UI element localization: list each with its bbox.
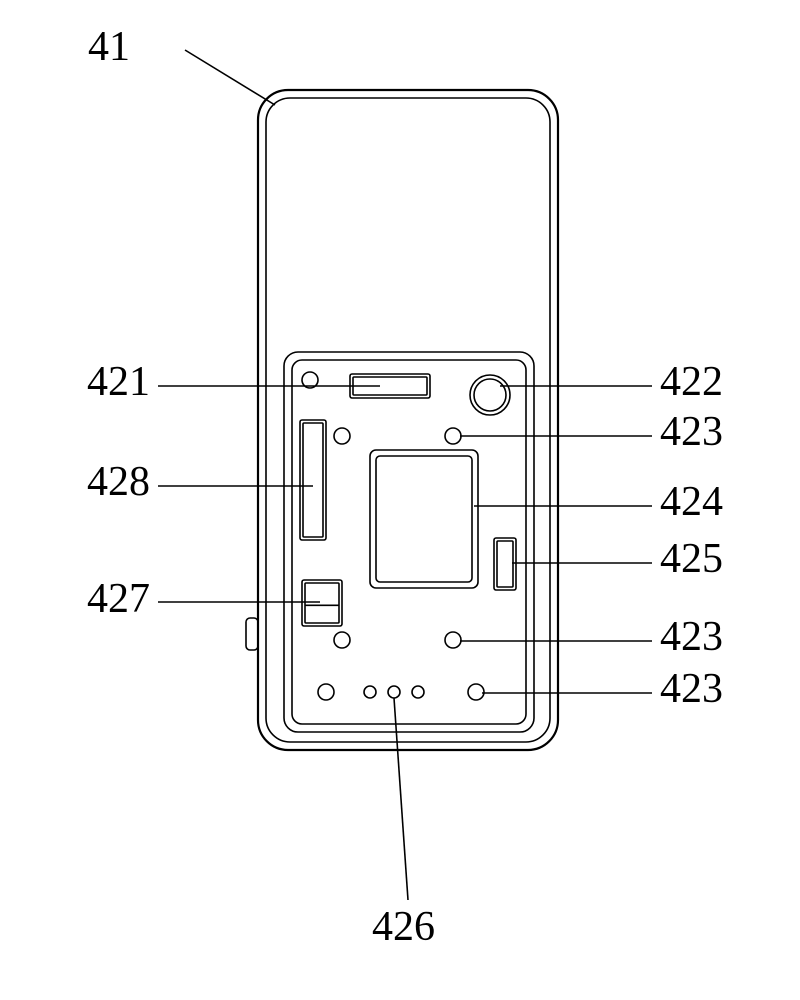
label-423: 423 xyxy=(660,666,723,712)
callout-labels: 41421428427422423424425423423426 xyxy=(87,24,723,950)
label-41: 41 xyxy=(88,24,130,70)
side-port xyxy=(246,618,258,650)
technical-diagram: 41421428427422423424425423423426 xyxy=(0,0,800,1000)
component-427 xyxy=(302,580,342,626)
screw-hole-423 xyxy=(445,632,461,648)
screw-hole-423 xyxy=(445,428,461,444)
label-425: 425 xyxy=(660,536,723,582)
label-424: 424 xyxy=(660,479,723,525)
screw-hole-423 xyxy=(468,684,484,700)
component-426 xyxy=(364,686,376,698)
leader-lines xyxy=(158,50,652,900)
device-body xyxy=(246,90,558,750)
label-423: 423 xyxy=(660,614,723,660)
label-421: 421 xyxy=(87,359,150,405)
component-426 xyxy=(388,686,400,698)
label-428: 428 xyxy=(87,459,150,505)
leader-line xyxy=(394,698,408,900)
screw-hole-423 xyxy=(334,632,350,648)
label-426: 426 xyxy=(372,904,435,950)
component-422 xyxy=(470,375,510,415)
label-422: 422 xyxy=(660,359,723,405)
leader-line xyxy=(185,50,275,105)
component-428 xyxy=(300,420,326,540)
label-423: 423 xyxy=(660,409,723,455)
component-424 xyxy=(370,450,478,588)
label-427: 427 xyxy=(87,576,150,622)
component-426 xyxy=(412,686,424,698)
screw-hole-423 xyxy=(318,684,334,700)
screw-hole-423 xyxy=(334,428,350,444)
